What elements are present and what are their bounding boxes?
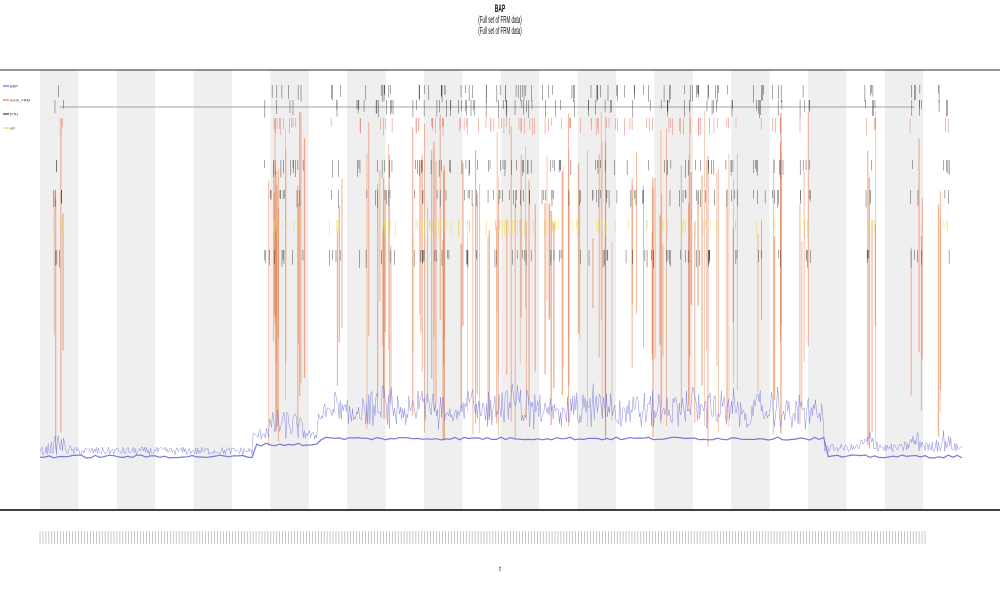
shaded-band xyxy=(193,70,232,510)
series-event-ticks xyxy=(53,85,950,268)
x-axis-label: t xyxy=(499,566,501,573)
chart-title-block: BAP (Full set of FRM data) (Full set of … xyxy=(0,3,1000,38)
bap-series-line xyxy=(39,383,963,456)
series-bap xyxy=(39,383,963,459)
legend-label: norm_FRM xyxy=(10,98,30,103)
shaded-bands xyxy=(40,70,924,510)
legend: BAP norm_FRM RTH ref xyxy=(3,84,30,131)
chart-subtitle-1: (Full set of FRM data) xyxy=(478,15,522,26)
shaded-band xyxy=(116,70,156,510)
bap-baseline xyxy=(39,436,963,459)
x-axis-ticks xyxy=(39,531,926,544)
shaded-band xyxy=(884,70,924,510)
legend-label: RTH xyxy=(10,112,18,117)
chart-title: BAP xyxy=(494,3,506,15)
plot-frame xyxy=(0,69,1000,511)
shaded-band xyxy=(347,70,386,510)
shaded-band xyxy=(40,70,79,510)
legend-label: ref xyxy=(10,126,16,131)
shaded-band xyxy=(577,70,616,510)
chart-subtitle-2: (Full set of FRM data) xyxy=(478,26,522,37)
series-norm-frm xyxy=(53,110,941,450)
shaded-band xyxy=(808,70,847,510)
legend-label: BAP xyxy=(10,84,18,89)
